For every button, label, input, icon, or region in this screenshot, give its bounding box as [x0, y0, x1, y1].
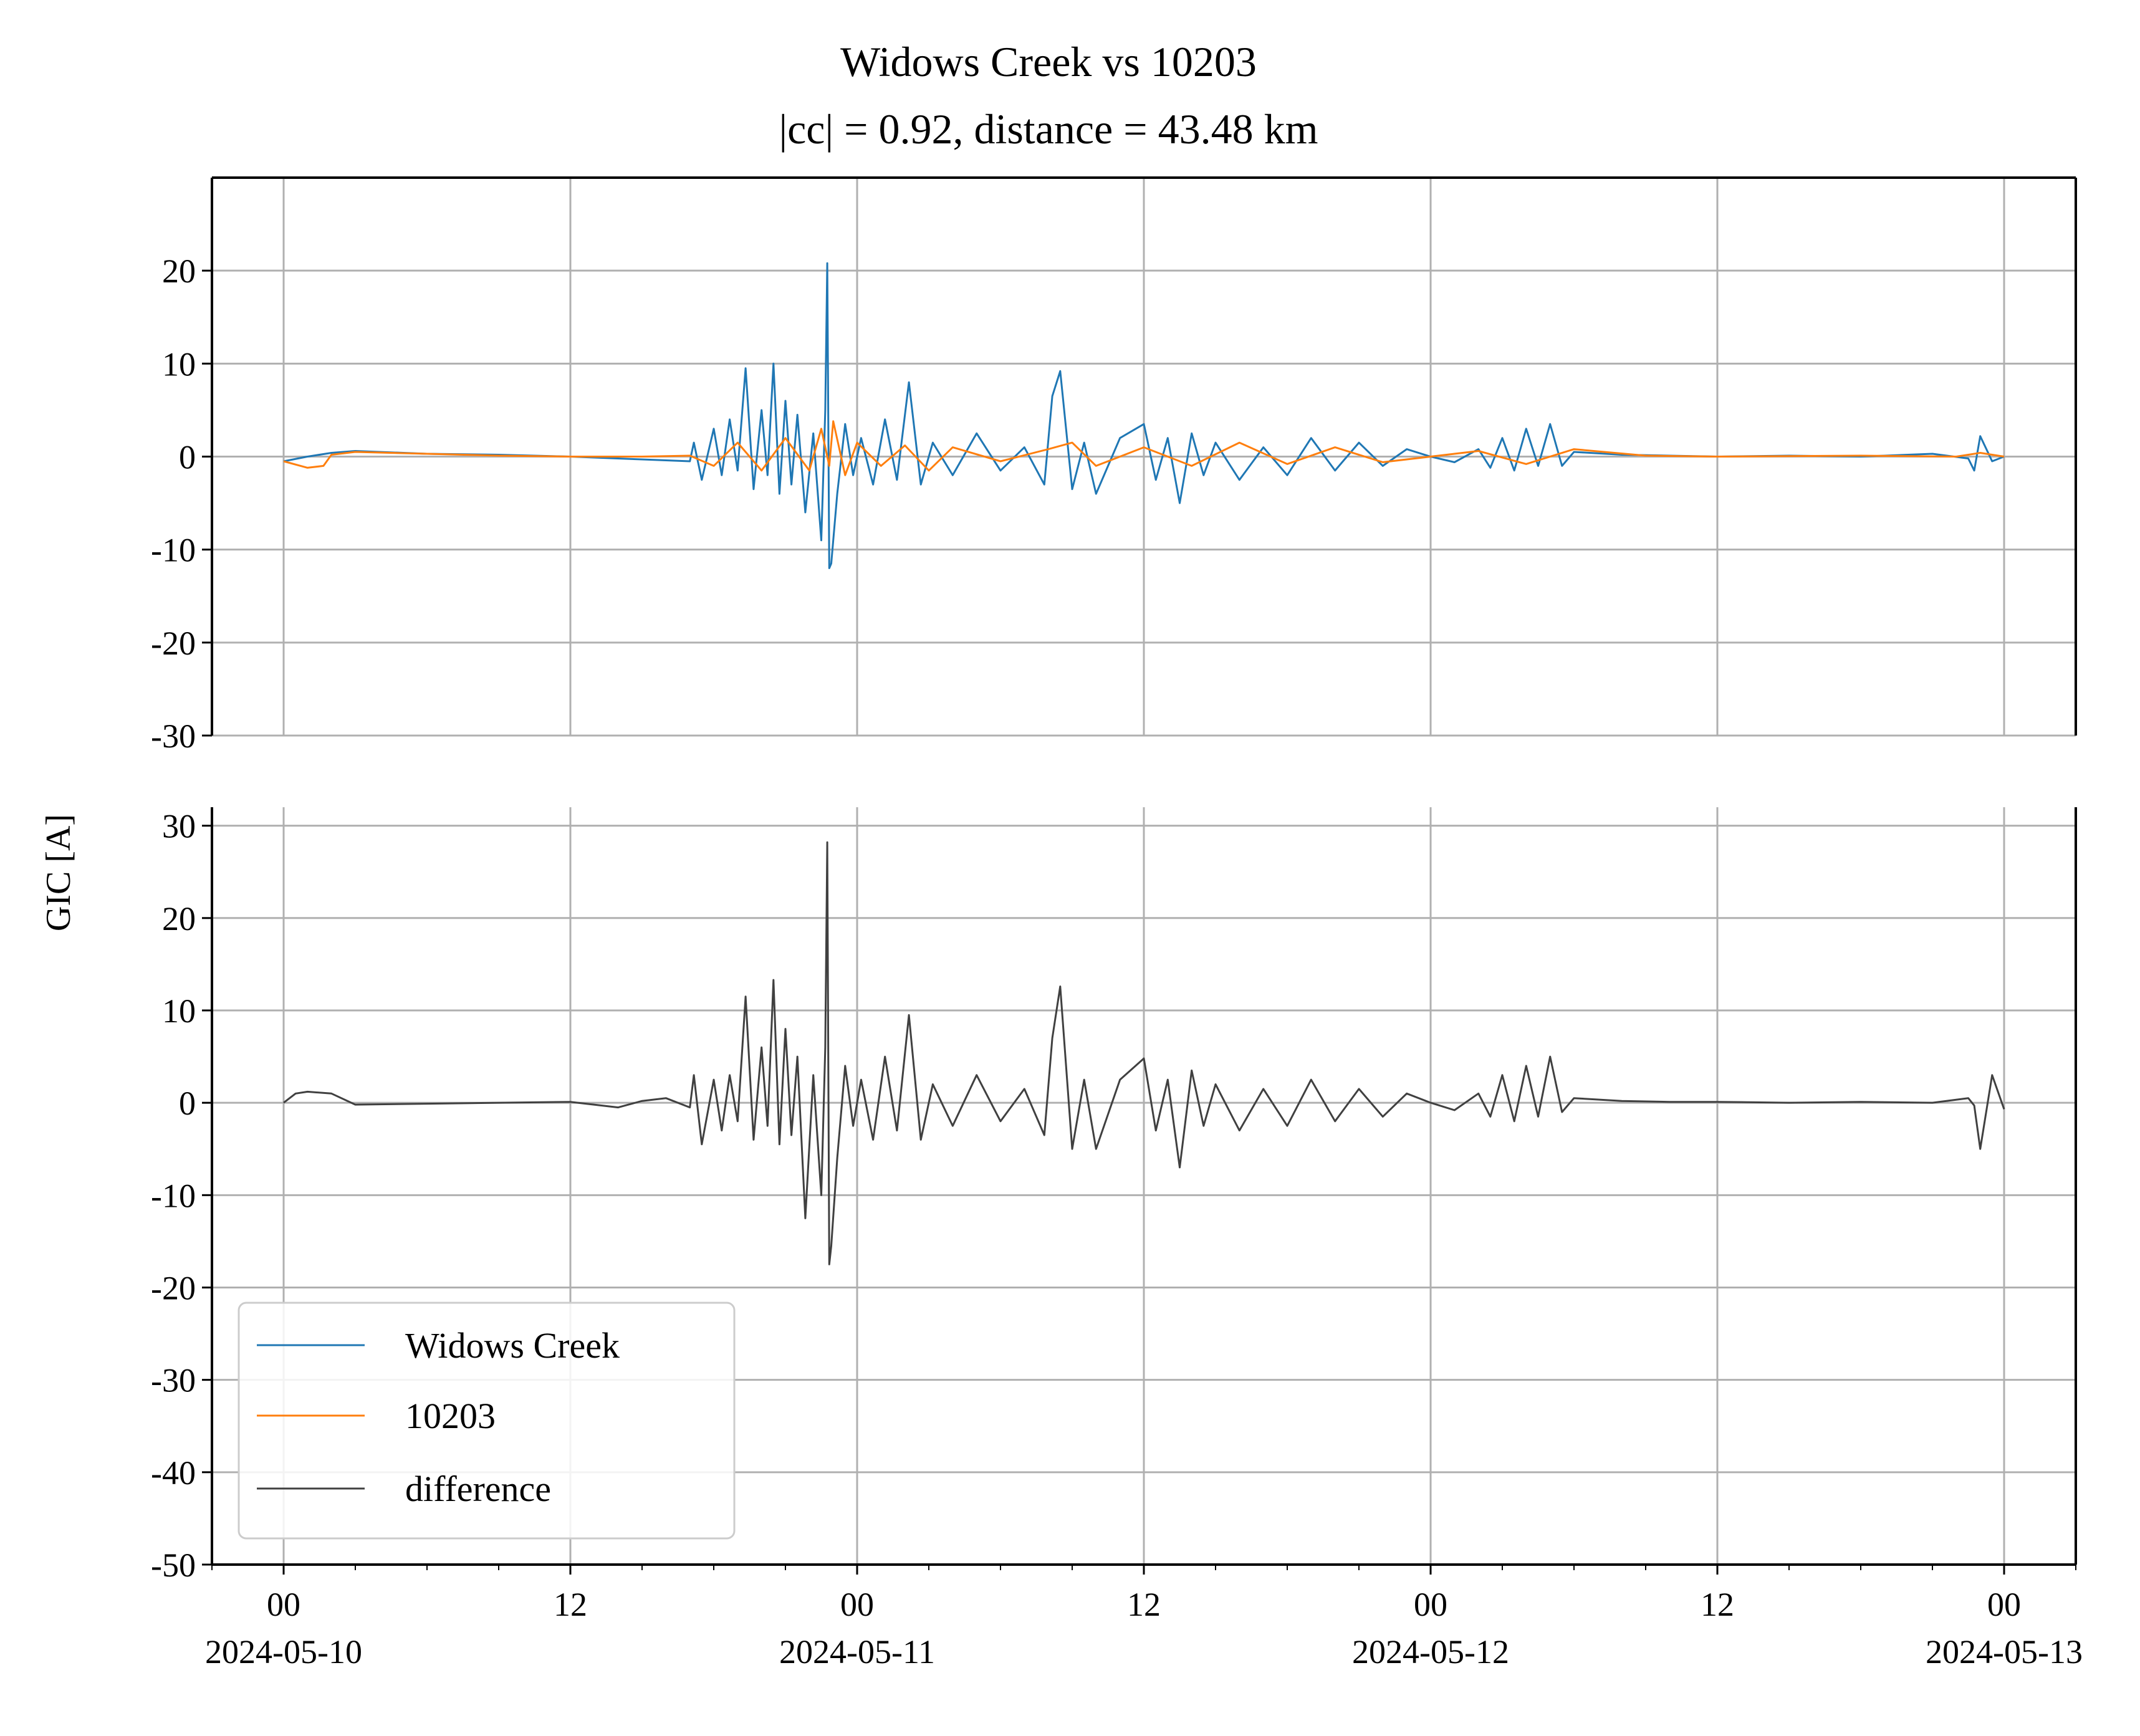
y-tick-label: 10	[162, 345, 196, 383]
x-tick-date-label: 2024-05-11	[779, 1633, 935, 1671]
y-tick-label: -20	[151, 625, 196, 662]
y-axis-label: GIC [A]	[39, 814, 78, 931]
y-tick-label: -10	[151, 1177, 196, 1214]
chart-subtitle: |cc| = 0.92, distance = 43.48 km	[779, 105, 1318, 153]
y-tick-label: -20	[151, 1269, 196, 1307]
x-tick-date-label: 2024-05-13	[1926, 1633, 2083, 1671]
x-tick-label: 12	[554, 1586, 587, 1623]
y-tick-label: 20	[162, 252, 196, 290]
x-tick-label: 12	[1701, 1586, 1734, 1623]
x-tick-label: 12	[1127, 1586, 1161, 1623]
y-tick-label: -10	[151, 532, 196, 569]
x-tick-label: 00	[1414, 1586, 1447, 1623]
y-tick-label: 0	[179, 439, 196, 476]
y-tick-label: 20	[162, 900, 196, 938]
y-tick-label: -40	[151, 1454, 196, 1492]
y-tick-label: -30	[151, 1362, 196, 1399]
legend: Widows Creek 10203 difference	[238, 1302, 736, 1540]
x-tick-date-label: 2024-05-12	[1352, 1633, 1509, 1671]
plot-layer: 20 10 0 -10 -20 -30 30 20 10 0 -10 -20 -30 -40 -50 00 20…	[151, 176, 2083, 1671]
y-tick-label: 30	[162, 808, 196, 845]
x-tick-label: 00	[1987, 1586, 2021, 1623]
series-line-10203	[283, 420, 2005, 476]
y-tick-label: -50	[151, 1547, 196, 1584]
legend-label-difference: difference	[405, 1469, 551, 1509]
x-tick-label: 00	[267, 1586, 300, 1623]
legend-frame	[238, 1302, 736, 1540]
panel-1: 20 10 0 -10 -20 -30	[151, 176, 2077, 755]
x-tick-label: 00	[840, 1586, 874, 1623]
y-tick-label: -30	[151, 717, 196, 755]
legend-label-widows-creek: Widows Creek	[405, 1325, 620, 1366]
series-line-widows-creek	[283, 262, 2005, 569]
x-tick-date-label: 2024-05-10	[205, 1633, 362, 1671]
legend-label-10203: 10203	[405, 1396, 496, 1436]
y-tick-label: 0	[179, 1085, 196, 1122]
series-line-difference	[283, 841, 2005, 1265]
chart-title: Widows Creek vs 10203	[840, 38, 1257, 85]
y-tick-label: 10	[162, 992, 196, 1030]
